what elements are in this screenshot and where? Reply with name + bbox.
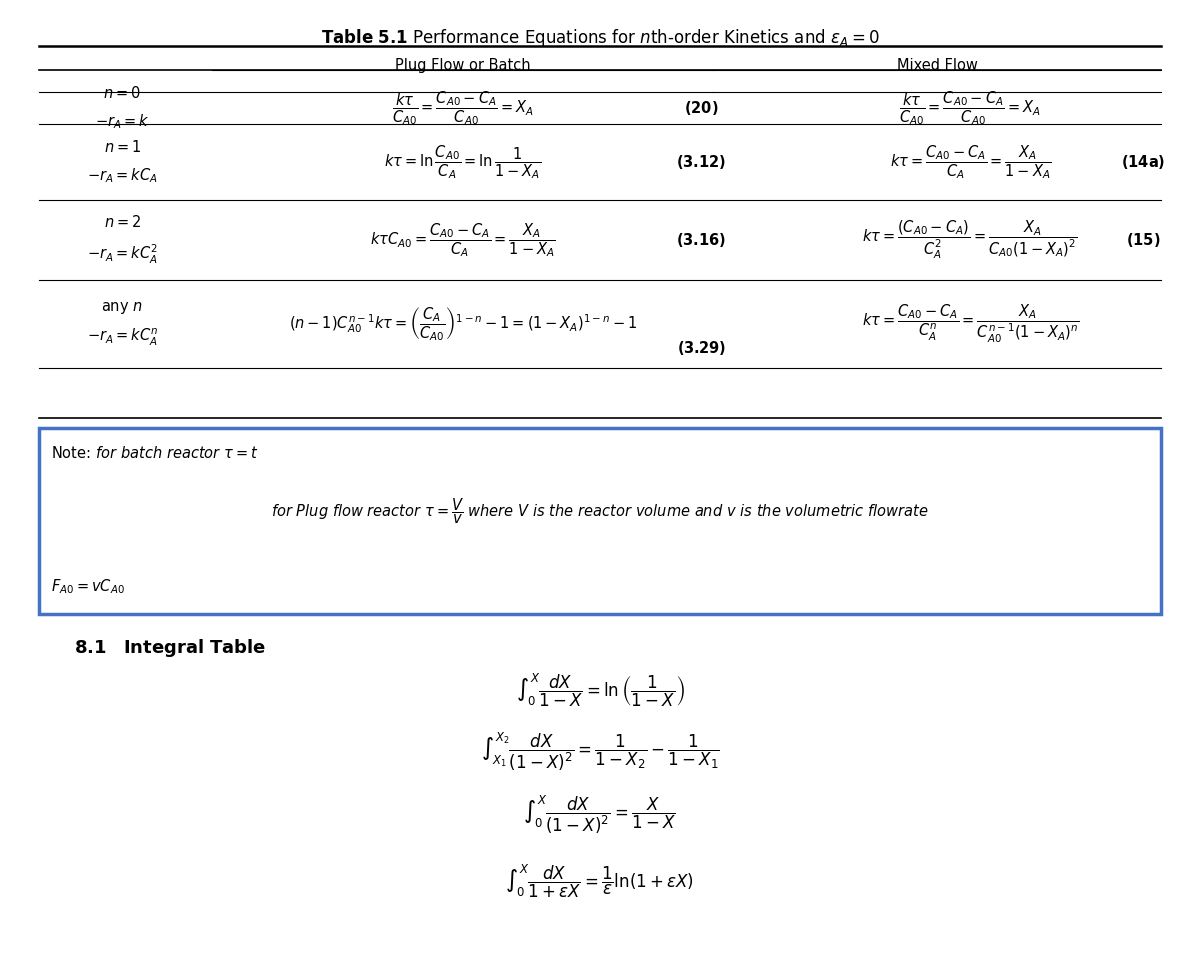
Text: $\mathit{for\ Plug\ flow\ reactor}\ \tau = \dfrac{V}{v}\ \mathit{where\ V\ is\ t: $\mathit{for\ Plug\ flow\ reactor}\ \tau… [271, 496, 929, 526]
Text: Note: $\mathit{for\ batch\ reactor}\ \tau = t$: Note: $\mathit{for\ batch\ reactor}\ \ta… [50, 444, 258, 461]
Text: $(n-1)C_{A0}^{n-1}k\tau = \left(\dfrac{C_A}{C_{A0}}\right)^{1-n} - 1 = (1-X_A)^{: $(n-1)C_{A0}^{n-1}k\tau = \left(\dfrac{C… [288, 305, 637, 343]
Text: $k\tau = \dfrac{(C_{A0} - C_A)}{C_A^2} = \dfrac{X_A}{C_{A0}(1-X_A)^2}$: $k\tau = \dfrac{(C_{A0} - C_A)}{C_A^2} =… [863, 219, 1078, 261]
Text: $\mathbf{(14a)}$: $\mathbf{(14a)}$ [1121, 154, 1165, 171]
Text: $\mathbf{(3.16)}$: $\mathbf{(3.16)}$ [677, 231, 726, 249]
Text: $k\tau = \dfrac{C_{A0} - C_A}{C_A^n} = \dfrac{X_A}{C_{A0}^{n-1}(1-X_A)^n}$: $k\tau = \dfrac{C_{A0} - C_A}{C_A^n} = \… [862, 302, 1079, 346]
Text: $F_{A0} = vC_{A0}$: $F_{A0} = vC_{A0}$ [50, 578, 125, 596]
Text: $\mathbf{(15)}$: $\mathbf{(15)}$ [1127, 231, 1160, 249]
Text: $k\tau = \dfrac{C_{A0} - C_A}{C_A} = \dfrac{X_A}{1 - X_A}$: $k\tau = \dfrac{C_{A0} - C_A}{C_A} = \df… [889, 143, 1051, 181]
Text: $n = 0$
$-r_A = k$: $n = 0$ $-r_A = k$ [95, 84, 150, 131]
Text: $\mathbf{Table\ 5.1}$ Performance Equations for $n$th-order Kinetics and $\varep: $\mathbf{Table\ 5.1}$ Performance Equati… [320, 27, 880, 49]
Text: $\mathbf{8.1}$   $\mathbf{Integral\ Table}$: $\mathbf{8.1}$ $\mathbf{Integral\ Table}… [74, 637, 266, 660]
Text: $\dfrac{k\tau}{C_{A0}} = \dfrac{C_{A0} - C_A}{C_{A0}} = X_A$: $\dfrac{k\tau}{C_{A0}} = \dfrac{C_{A0} -… [899, 88, 1042, 127]
Text: $\int_0^{X} \dfrac{dX}{1-X} = \ln\left(\dfrac{1}{1-X}\right)$: $\int_0^{X} \dfrac{dX}{1-X} = \ln\left(\… [516, 671, 684, 708]
Text: $k\tau = \ln\dfrac{C_{A0}}{C_A} = \ln\dfrac{1}{1 - X_A}$: $k\tau = \ln\dfrac{C_{A0}}{C_A} = \ln\df… [384, 143, 541, 181]
Text: Plug Flow or Batch: Plug Flow or Batch [395, 59, 530, 73]
FancyBboxPatch shape [38, 427, 1162, 613]
Text: $\mathbf{(20)}$: $\mathbf{(20)}$ [684, 99, 719, 117]
Text: $n = 1$
$-r_A = kC_A$: $n = 1$ $-r_A = kC_A$ [86, 139, 157, 185]
Text: $k\tau C_{A0} = \dfrac{C_{A0} - C_A}{C_A} = \dfrac{X_A}{1 - X_A}$: $k\tau C_{A0} = \dfrac{C_{A0} - C_A}{C_A… [370, 221, 556, 259]
Text: $\int_0^{X} \dfrac{dX}{1+\varepsilon X} = \dfrac{1}{\varepsilon}\ln(1+\varepsilo: $\int_0^{X} \dfrac{dX}{1+\varepsilon X} … [505, 862, 695, 900]
Text: $\int_{X_1}^{X_2} \dfrac{dX}{(1-X)^2} = \dfrac{1}{1-X_2} - \dfrac{1}{1-X_1}$: $\int_{X_1}^{X_2} \dfrac{dX}{(1-X)^2} = … [480, 731, 720, 774]
Text: Mixed Flow: Mixed Flow [896, 59, 978, 73]
Text: $n = 2$
$-r_A = kC_A^2$: $n = 2$ $-r_A = kC_A^2$ [86, 214, 157, 266]
Text: any $n$
$-r_A = kC_A^n$: any $n$ $-r_A = kC_A^n$ [86, 300, 158, 348]
Text: $\dfrac{k\tau}{C_{A0}} = \dfrac{C_{A0} - C_A}{C_{A0}} = X_A$: $\dfrac{k\tau}{C_{A0}} = \dfrac{C_{A0} -… [391, 88, 534, 127]
Text: $\int_0^{X} \dfrac{dX}{(1-X)^2} = \dfrac{X}{1-X}$: $\int_0^{X} \dfrac{dX}{(1-X)^2} = \dfrac… [523, 793, 677, 835]
Text: $\mathbf{(3.12)}$: $\mathbf{(3.12)}$ [677, 154, 726, 171]
Text: $\mathbf{(3.29)}$: $\mathbf{(3.29)}$ [677, 339, 726, 357]
